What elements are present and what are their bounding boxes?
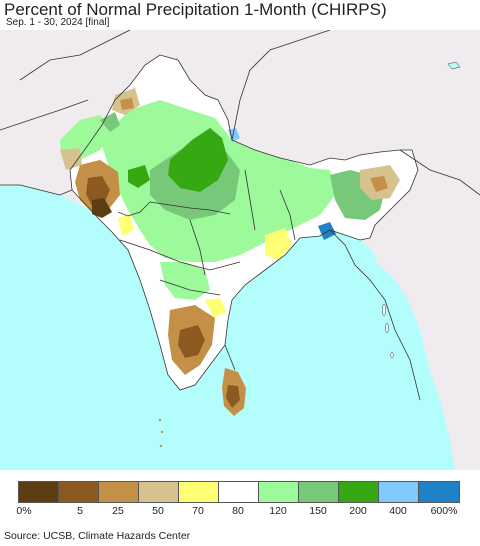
legend-label: 600%: [430, 505, 458, 517]
page-subtitle: Sep. 1 - 30, 2024 [final]: [6, 17, 110, 28]
legend-label: 50: [152, 505, 164, 517]
dry-gujarat: [92, 198, 112, 218]
sri-lanka-interior: [226, 385, 240, 408]
legend-label: 25: [112, 505, 124, 517]
green-central-dark: [168, 128, 228, 192]
green-south: [160, 262, 210, 300]
legend-swatch: [179, 482, 219, 502]
legend-swatch: [259, 482, 299, 502]
legend-swatch: [59, 482, 99, 502]
legend-colorbar: [18, 481, 460, 503]
legend-swatch: [219, 482, 259, 502]
green-patch-3: [100, 112, 120, 132]
legend-swatch: [99, 482, 139, 502]
blue-patch-2: [228, 128, 240, 142]
legend-label: 70: [192, 505, 204, 517]
page-title: Percent of Normal Precipitation 1-Month …: [4, 0, 387, 19]
source-credit: Source: UCSB, Climate Hazards Center: [4, 530, 191, 542]
legend-label: 0%: [16, 505, 32, 517]
legend-swatch: [299, 482, 339, 502]
blue-patch: [318, 222, 336, 240]
legend-label: 200: [349, 505, 367, 517]
dry-south-core: [178, 325, 205, 358]
legend-label: 80: [232, 505, 244, 517]
legend-label: 400: [389, 505, 407, 517]
maldives: [158, 418, 164, 448]
legend-label: 120: [269, 505, 287, 517]
legend-label: 150: [309, 505, 327, 517]
legend-swatch: [379, 482, 419, 502]
dry-central-yellow: [265, 228, 292, 260]
dry-ne-core: [370, 176, 388, 192]
map[interactable]: [0, 30, 480, 470]
dry-north-2: [120, 98, 134, 110]
dry-west: [60, 148, 82, 170]
boundaries: [0, 30, 480, 401]
yellow-west: [118, 214, 134, 236]
legend-swatch: [419, 482, 459, 502]
dry-south-yellow: [205, 298, 226, 318]
legend-label: 5: [77, 505, 83, 517]
legend-swatch: [139, 482, 179, 502]
andaman-islands: [382, 303, 394, 359]
green-patch-2: [128, 165, 150, 188]
lake-icon: [447, 61, 461, 70]
legend-swatch: [19, 482, 59, 502]
legend-swatch: [339, 482, 379, 502]
